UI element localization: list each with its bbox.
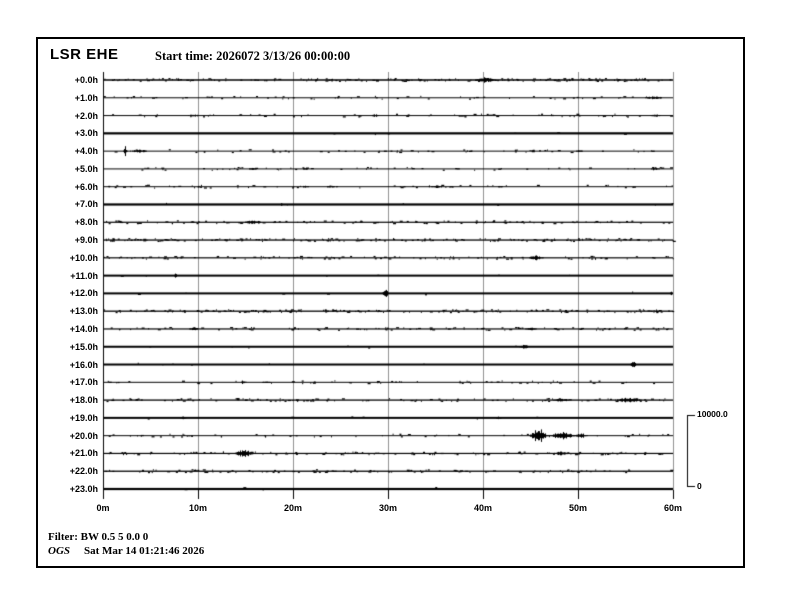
hour-label: +9.0h <box>74 235 98 246</box>
minute-tick-label: 0m <box>96 503 110 513</box>
hour-label: +5.0h <box>74 163 98 174</box>
minute-tick-label: 60m <box>663 503 682 513</box>
minute-tick-label: 20m <box>283 503 302 513</box>
hour-label: +22.0h <box>69 466 98 477</box>
hour-label: +15.0h <box>69 341 98 352</box>
render-timestamp: Sat Mar 14 01:21:46 2026 <box>84 545 205 557</box>
hour-label: +11.0h <box>70 270 98 281</box>
hour-label: +4.0h <box>74 146 98 157</box>
filter-info: Filter: BW 0.5 5 0.0 0 <box>48 531 149 543</box>
hour-label: +20.0h <box>69 430 98 441</box>
hour-label: +13.0h <box>69 306 98 317</box>
hour-label: +14.0h <box>69 323 98 334</box>
hour-label: +18.0h <box>69 395 98 406</box>
hour-label: +8.0h <box>74 217 98 228</box>
footer-credit-line: OGS Sat Mar 14 01:21:46 2026 <box>48 545 204 557</box>
hour-label: +0.0h <box>74 75 98 85</box>
brand-label: OGS <box>48 545 71 557</box>
hour-label: +21.0h <box>69 448 98 459</box>
hour-label: +6.0h <box>74 181 98 192</box>
hour-label: +17.0h <box>69 377 98 388</box>
minute-tick-label: 30m <box>378 503 397 513</box>
station-channel-title: LSR EHE <box>50 46 119 63</box>
minute-tick-label: 50m <box>568 503 587 513</box>
hour-label: +7.0h <box>74 199 98 210</box>
hour-label: +3.0h <box>74 128 98 139</box>
hour-label: +2.0h <box>74 110 98 121</box>
minute-tick-label: 10m <box>188 503 207 513</box>
hour-label: +10.0h <box>69 252 98 263</box>
hour-label: +12.0h <box>69 288 98 299</box>
scale-min-label: 0 <box>697 481 702 491</box>
hour-label: +16.0h <box>69 359 98 370</box>
start-time-label: Start time: 2026072 3/13/26 00:00:00 <box>155 49 351 63</box>
hour-label: +23.0h <box>69 484 98 494</box>
minute-tick-label: 40m <box>473 503 492 513</box>
hour-label: +19.0h <box>69 412 98 423</box>
hour-label: +1.0h <box>74 92 98 103</box>
scale-max-label: 10000.0 <box>697 409 728 419</box>
